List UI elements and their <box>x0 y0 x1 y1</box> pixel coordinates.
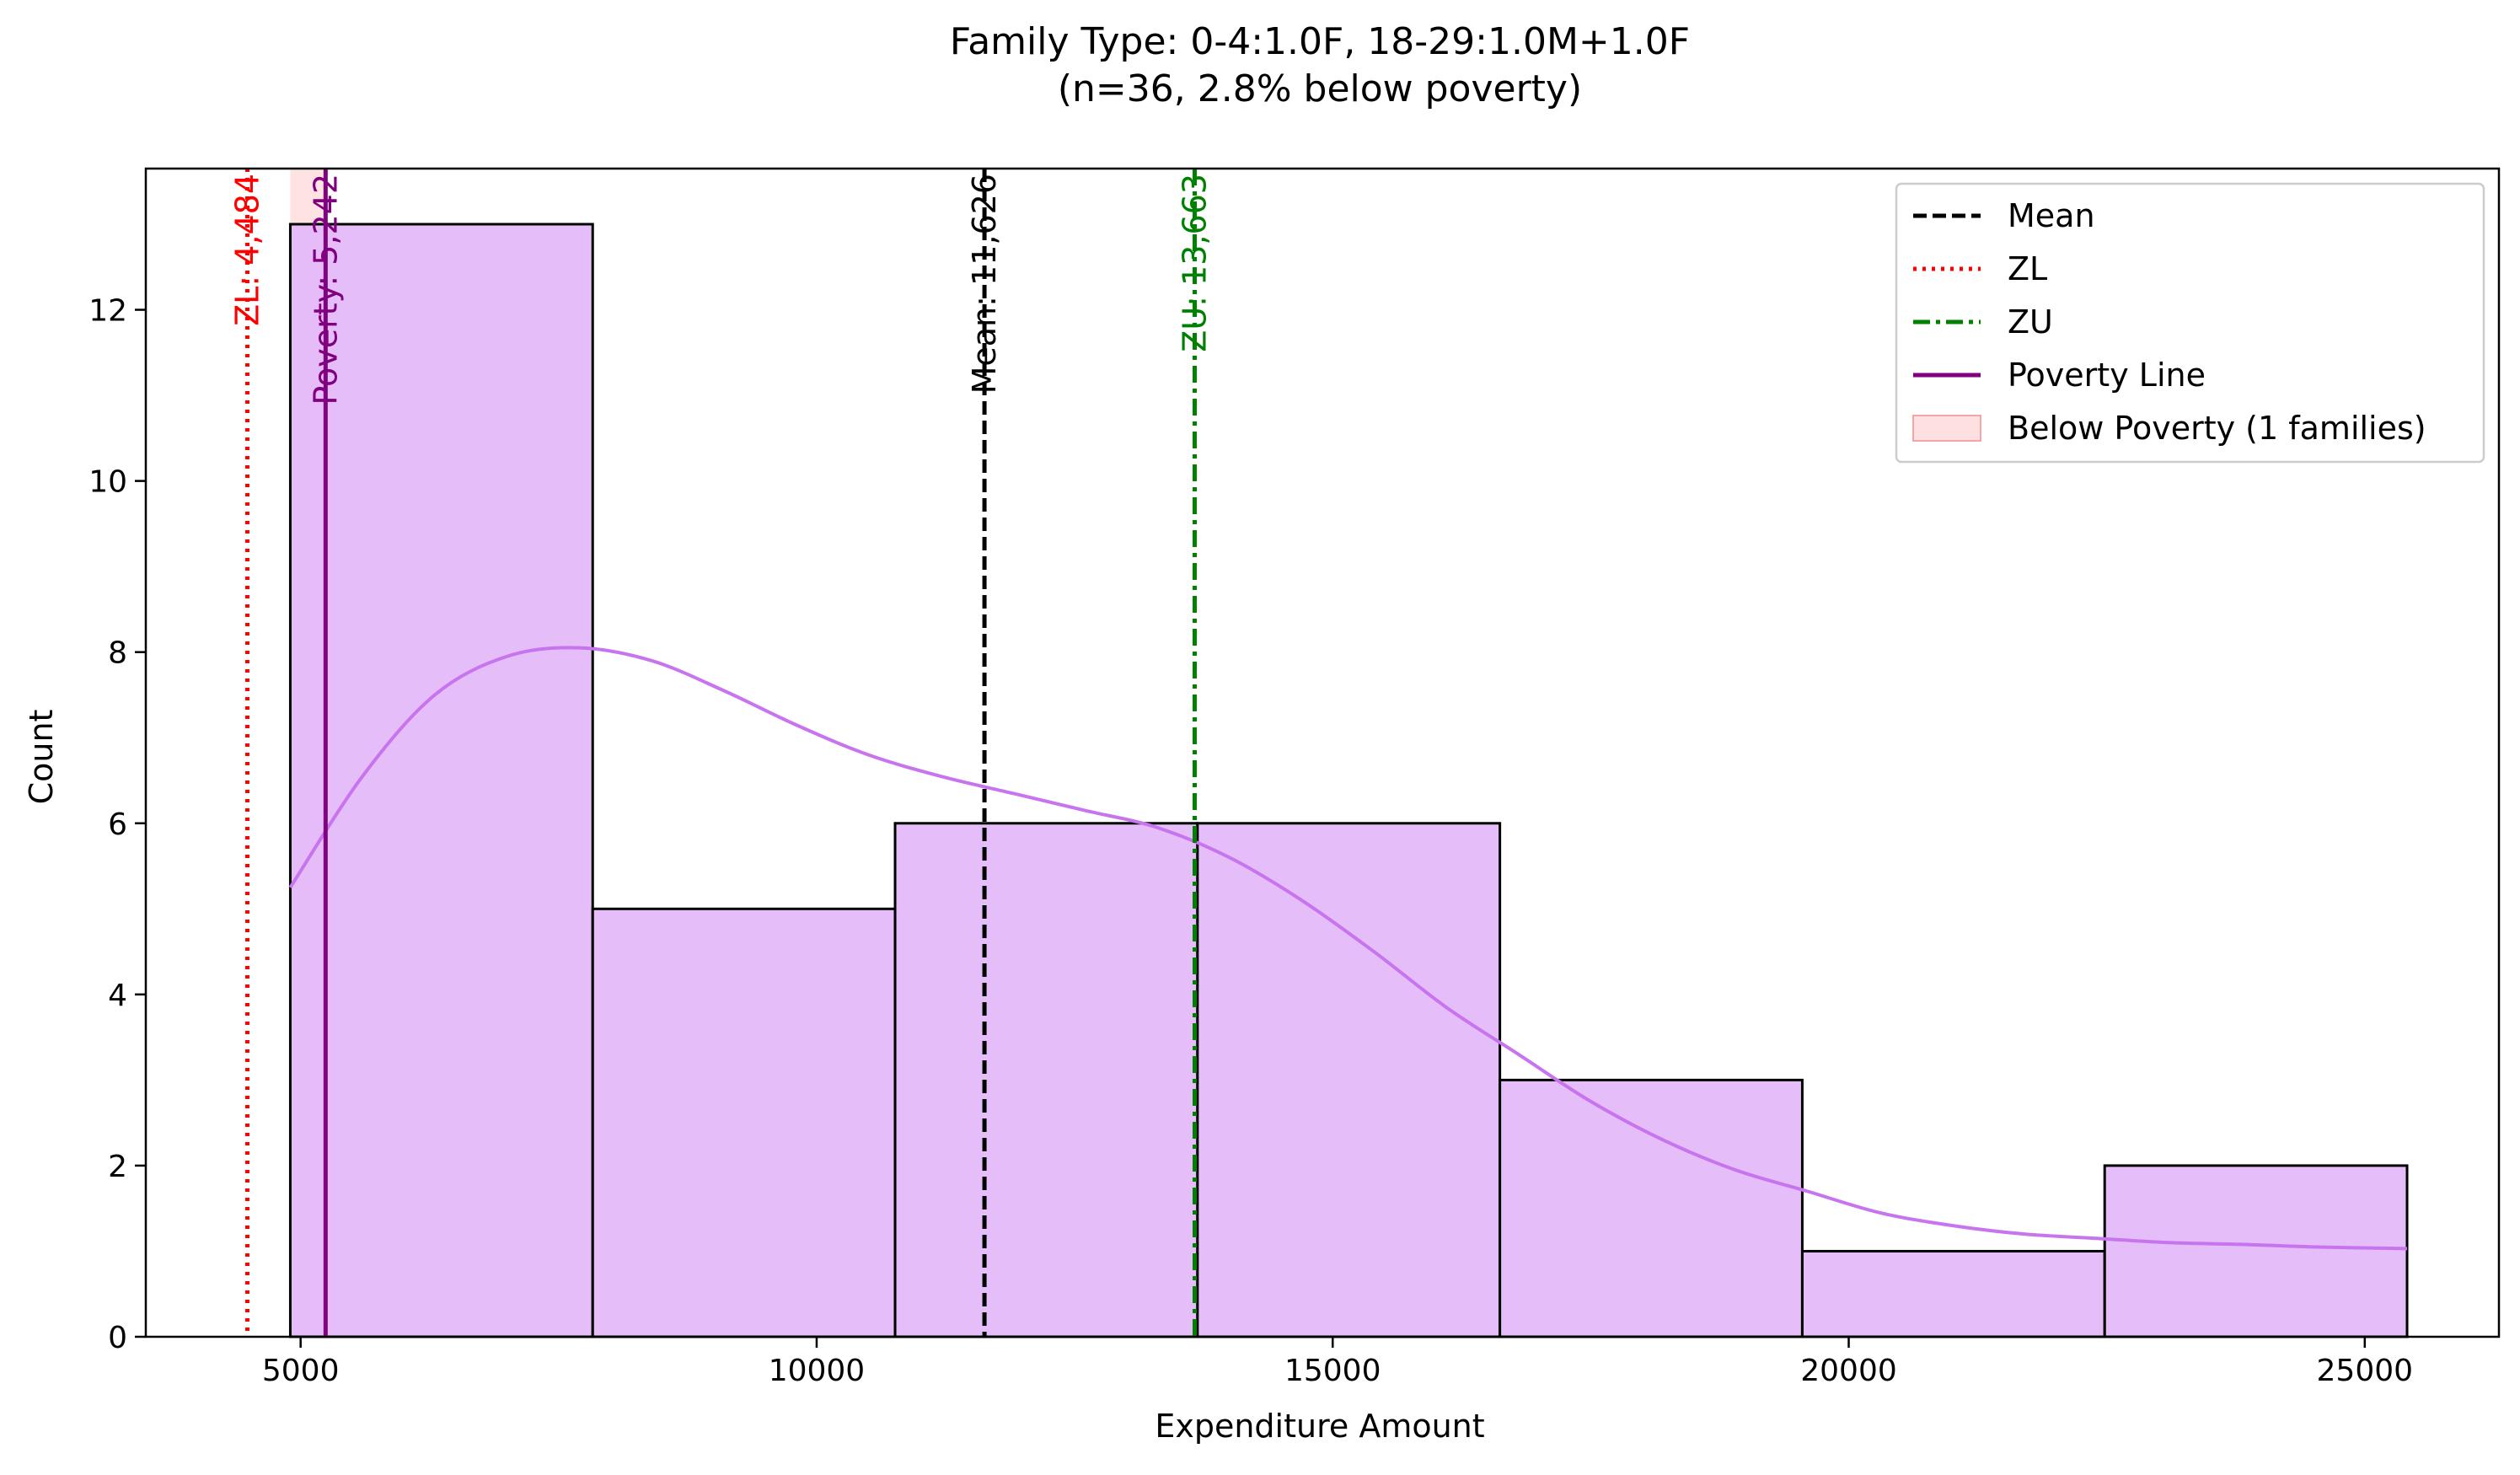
plot-area: Mean: 11,626 ZL: 4,484 ZU: 13,663 Poverty: … <box>88 167 2501 1388</box>
plot-frame <box>144 167 2501 1338</box>
kde-curve <box>288 646 2408 1251</box>
legend: Mean ZL ZU Poverty Line Below Poverty (1 fam… <box>1895 182 2485 464</box>
legend-swatch-below-poverty-1-families <box>1912 415 1981 442</box>
reference-label-zl: ZL: 4,484 <box>228 174 265 326</box>
y-tick-label: 8 <box>108 636 127 671</box>
histogram-bar-3 <box>893 822 1199 1338</box>
reference-label-zu: ZU: 13,663 <box>1177 174 1214 352</box>
chart-title-line2: (n=36, 2.8% below poverty) <box>1058 67 1582 110</box>
legend-label-mean: Mean <box>2008 197 2095 234</box>
x-tick-label: 10000 <box>769 1354 866 1388</box>
y-tick-label: 12 <box>88 294 127 329</box>
legend-label-below-poverty-1-families: Below Poverty (1 families) <box>2008 410 2426 447</box>
x-tick-label: 25000 <box>2317 1354 2414 1388</box>
legend-box <box>1895 182 2485 464</box>
histogram-bar-1 <box>288 223 594 1338</box>
reference-label-mean: Mean: 11,626 <box>966 174 1003 394</box>
legend-label-zl: ZL <box>2008 250 2047 287</box>
y-tick-label: 6 <box>108 807 127 842</box>
legend-label-zu: ZU <box>2008 303 2053 341</box>
x-tick-label: 20000 <box>1800 1354 1897 1388</box>
y-tick-label: 0 <box>108 1321 127 1355</box>
y-tick-label: 10 <box>88 465 127 500</box>
reference-label-poverty-line: Poverty: 5,242 <box>307 174 344 405</box>
histogram-bar-2 <box>591 907 897 1338</box>
legend-label-poverty-line: Poverty Line <box>2008 357 2206 394</box>
x-tick-label: 5000 <box>262 1354 340 1388</box>
histogram-bar-5 <box>1499 1078 1804 1338</box>
y-tick-label: 4 <box>108 979 127 1013</box>
chart-title-line1: Family Type: 0-4:1.0F, 18-29:1.0M+1.0F <box>950 20 1690 63</box>
histogram-bar-4 <box>1196 822 1502 1338</box>
x-tick-label: 15000 <box>1284 1354 1381 1388</box>
histogram-bar-6 <box>1800 1249 2106 1338</box>
y-tick-label: 2 <box>108 1150 127 1184</box>
x-axis-label: Expenditure Amount <box>1155 1408 1484 1445</box>
histogram-bar-7 <box>2103 1164 2409 1338</box>
y-axis-label: Count <box>23 710 60 805</box>
